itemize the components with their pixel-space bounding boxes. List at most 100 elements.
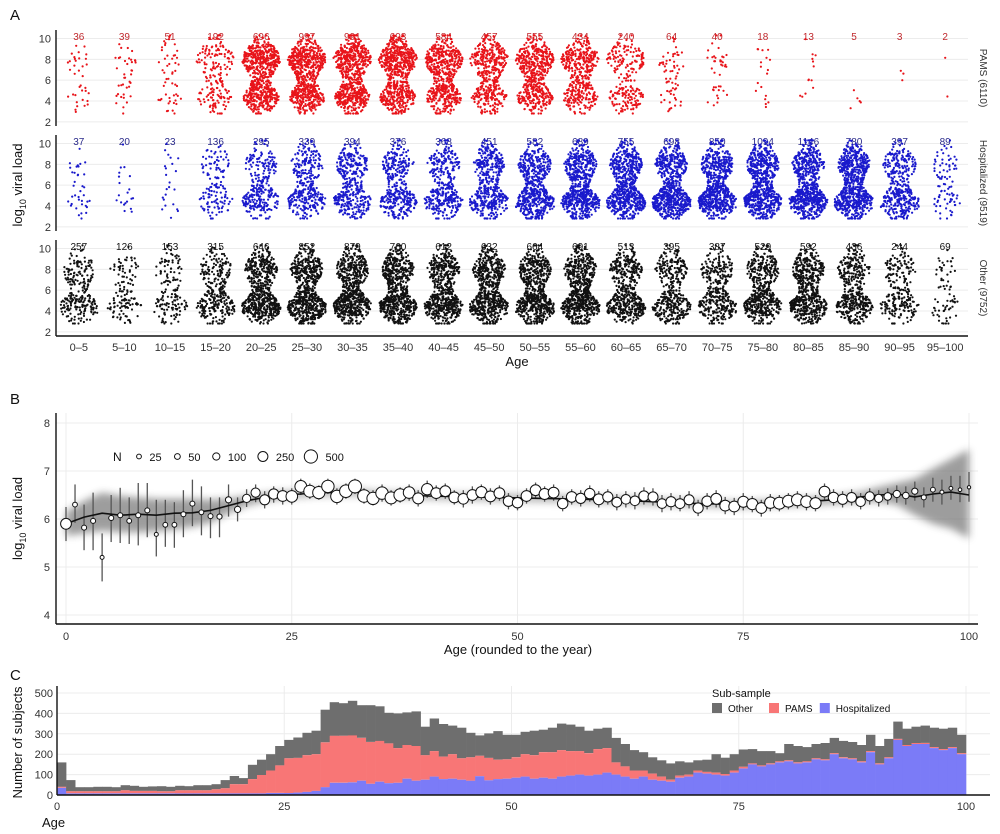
data-point <box>224 67 227 70</box>
data-point <box>493 58 496 62</box>
data-point <box>353 49 356 52</box>
data-point <box>345 38 348 41</box>
data-point <box>275 93 278 96</box>
data-point <box>274 61 277 64</box>
y-tick-label: 6 <box>45 75 51 87</box>
data-point <box>395 54 398 57</box>
data-point <box>520 57 523 60</box>
data-point <box>482 89 485 92</box>
data-point <box>301 78 304 81</box>
data-point <box>393 46 396 50</box>
data-point <box>163 40 166 43</box>
data-point <box>206 86 209 89</box>
data-point <box>489 39 492 42</box>
data-point <box>497 75 500 78</box>
data-point <box>498 50 501 53</box>
data-point <box>348 76 352 79</box>
data-point <box>385 51 388 55</box>
data-point <box>249 91 252 95</box>
data-point <box>406 47 409 50</box>
data-point <box>129 81 132 84</box>
data-point <box>301 52 304 55</box>
data-point <box>226 65 229 68</box>
data-point <box>247 55 250 58</box>
data-point <box>360 78 363 81</box>
data-point <box>225 89 228 92</box>
data-point <box>384 62 387 66</box>
data-point <box>489 96 492 99</box>
data-point <box>393 65 396 68</box>
data-point <box>435 109 438 112</box>
data-point <box>588 54 591 57</box>
data-point <box>595 51 599 54</box>
data-point <box>342 90 345 94</box>
data-point <box>536 57 540 60</box>
data-point <box>433 62 436 66</box>
data-point <box>66 61 69 64</box>
data-point <box>404 74 407 77</box>
data-point <box>447 49 450 52</box>
data-point <box>551 55 554 58</box>
data-point <box>525 67 528 70</box>
data-point <box>493 106 496 109</box>
data-point <box>427 67 430 70</box>
data-point <box>435 84 438 88</box>
data-point <box>275 51 278 54</box>
data-point <box>250 105 253 108</box>
data-point <box>452 83 455 87</box>
data-point <box>77 69 80 72</box>
data-point <box>294 63 297 66</box>
data-point <box>427 100 430 103</box>
data-point <box>411 63 414 66</box>
data-point <box>75 101 78 104</box>
data-point <box>390 53 393 56</box>
data-point <box>427 55 431 58</box>
data-point <box>209 56 212 59</box>
data-point <box>344 102 347 106</box>
data-point <box>436 107 439 110</box>
data-point <box>500 91 503 94</box>
data-point <box>441 50 444 53</box>
data-point <box>314 88 317 91</box>
data-point <box>212 67 215 70</box>
data-point <box>400 61 403 64</box>
data-point <box>161 69 164 72</box>
data-point <box>430 87 433 90</box>
panel-label-a: A <box>10 7 20 24</box>
data-point <box>68 68 72 71</box>
data-point <box>575 83 578 86</box>
data-point <box>319 103 322 106</box>
data-point <box>400 66 403 69</box>
data-point <box>531 44 534 47</box>
data-point <box>172 94 175 97</box>
data-point <box>530 76 533 79</box>
data-point <box>528 66 531 69</box>
data-point <box>525 71 528 74</box>
data-point <box>518 50 521 53</box>
data-point <box>456 90 459 93</box>
data-point <box>223 100 226 103</box>
data-point <box>221 85 224 88</box>
data-point <box>322 57 325 60</box>
data-point <box>248 49 251 52</box>
data-point <box>586 36 589 40</box>
data-point <box>308 97 311 100</box>
data-point <box>211 109 214 112</box>
data-point <box>540 60 544 63</box>
data-point <box>260 98 263 101</box>
data-point <box>299 104 302 107</box>
data-point <box>401 46 404 49</box>
data-point <box>409 97 412 101</box>
data-point <box>571 58 575 62</box>
data-point <box>215 65 218 68</box>
data-point <box>222 103 225 106</box>
data-point <box>220 95 223 98</box>
data-point <box>388 42 391 45</box>
data-point <box>398 92 401 95</box>
data-point <box>247 101 250 104</box>
data-point <box>591 104 594 107</box>
data-point <box>217 73 220 76</box>
data-point <box>311 46 314 49</box>
y-tick-label: 10 <box>39 34 51 46</box>
data-point <box>223 63 226 66</box>
